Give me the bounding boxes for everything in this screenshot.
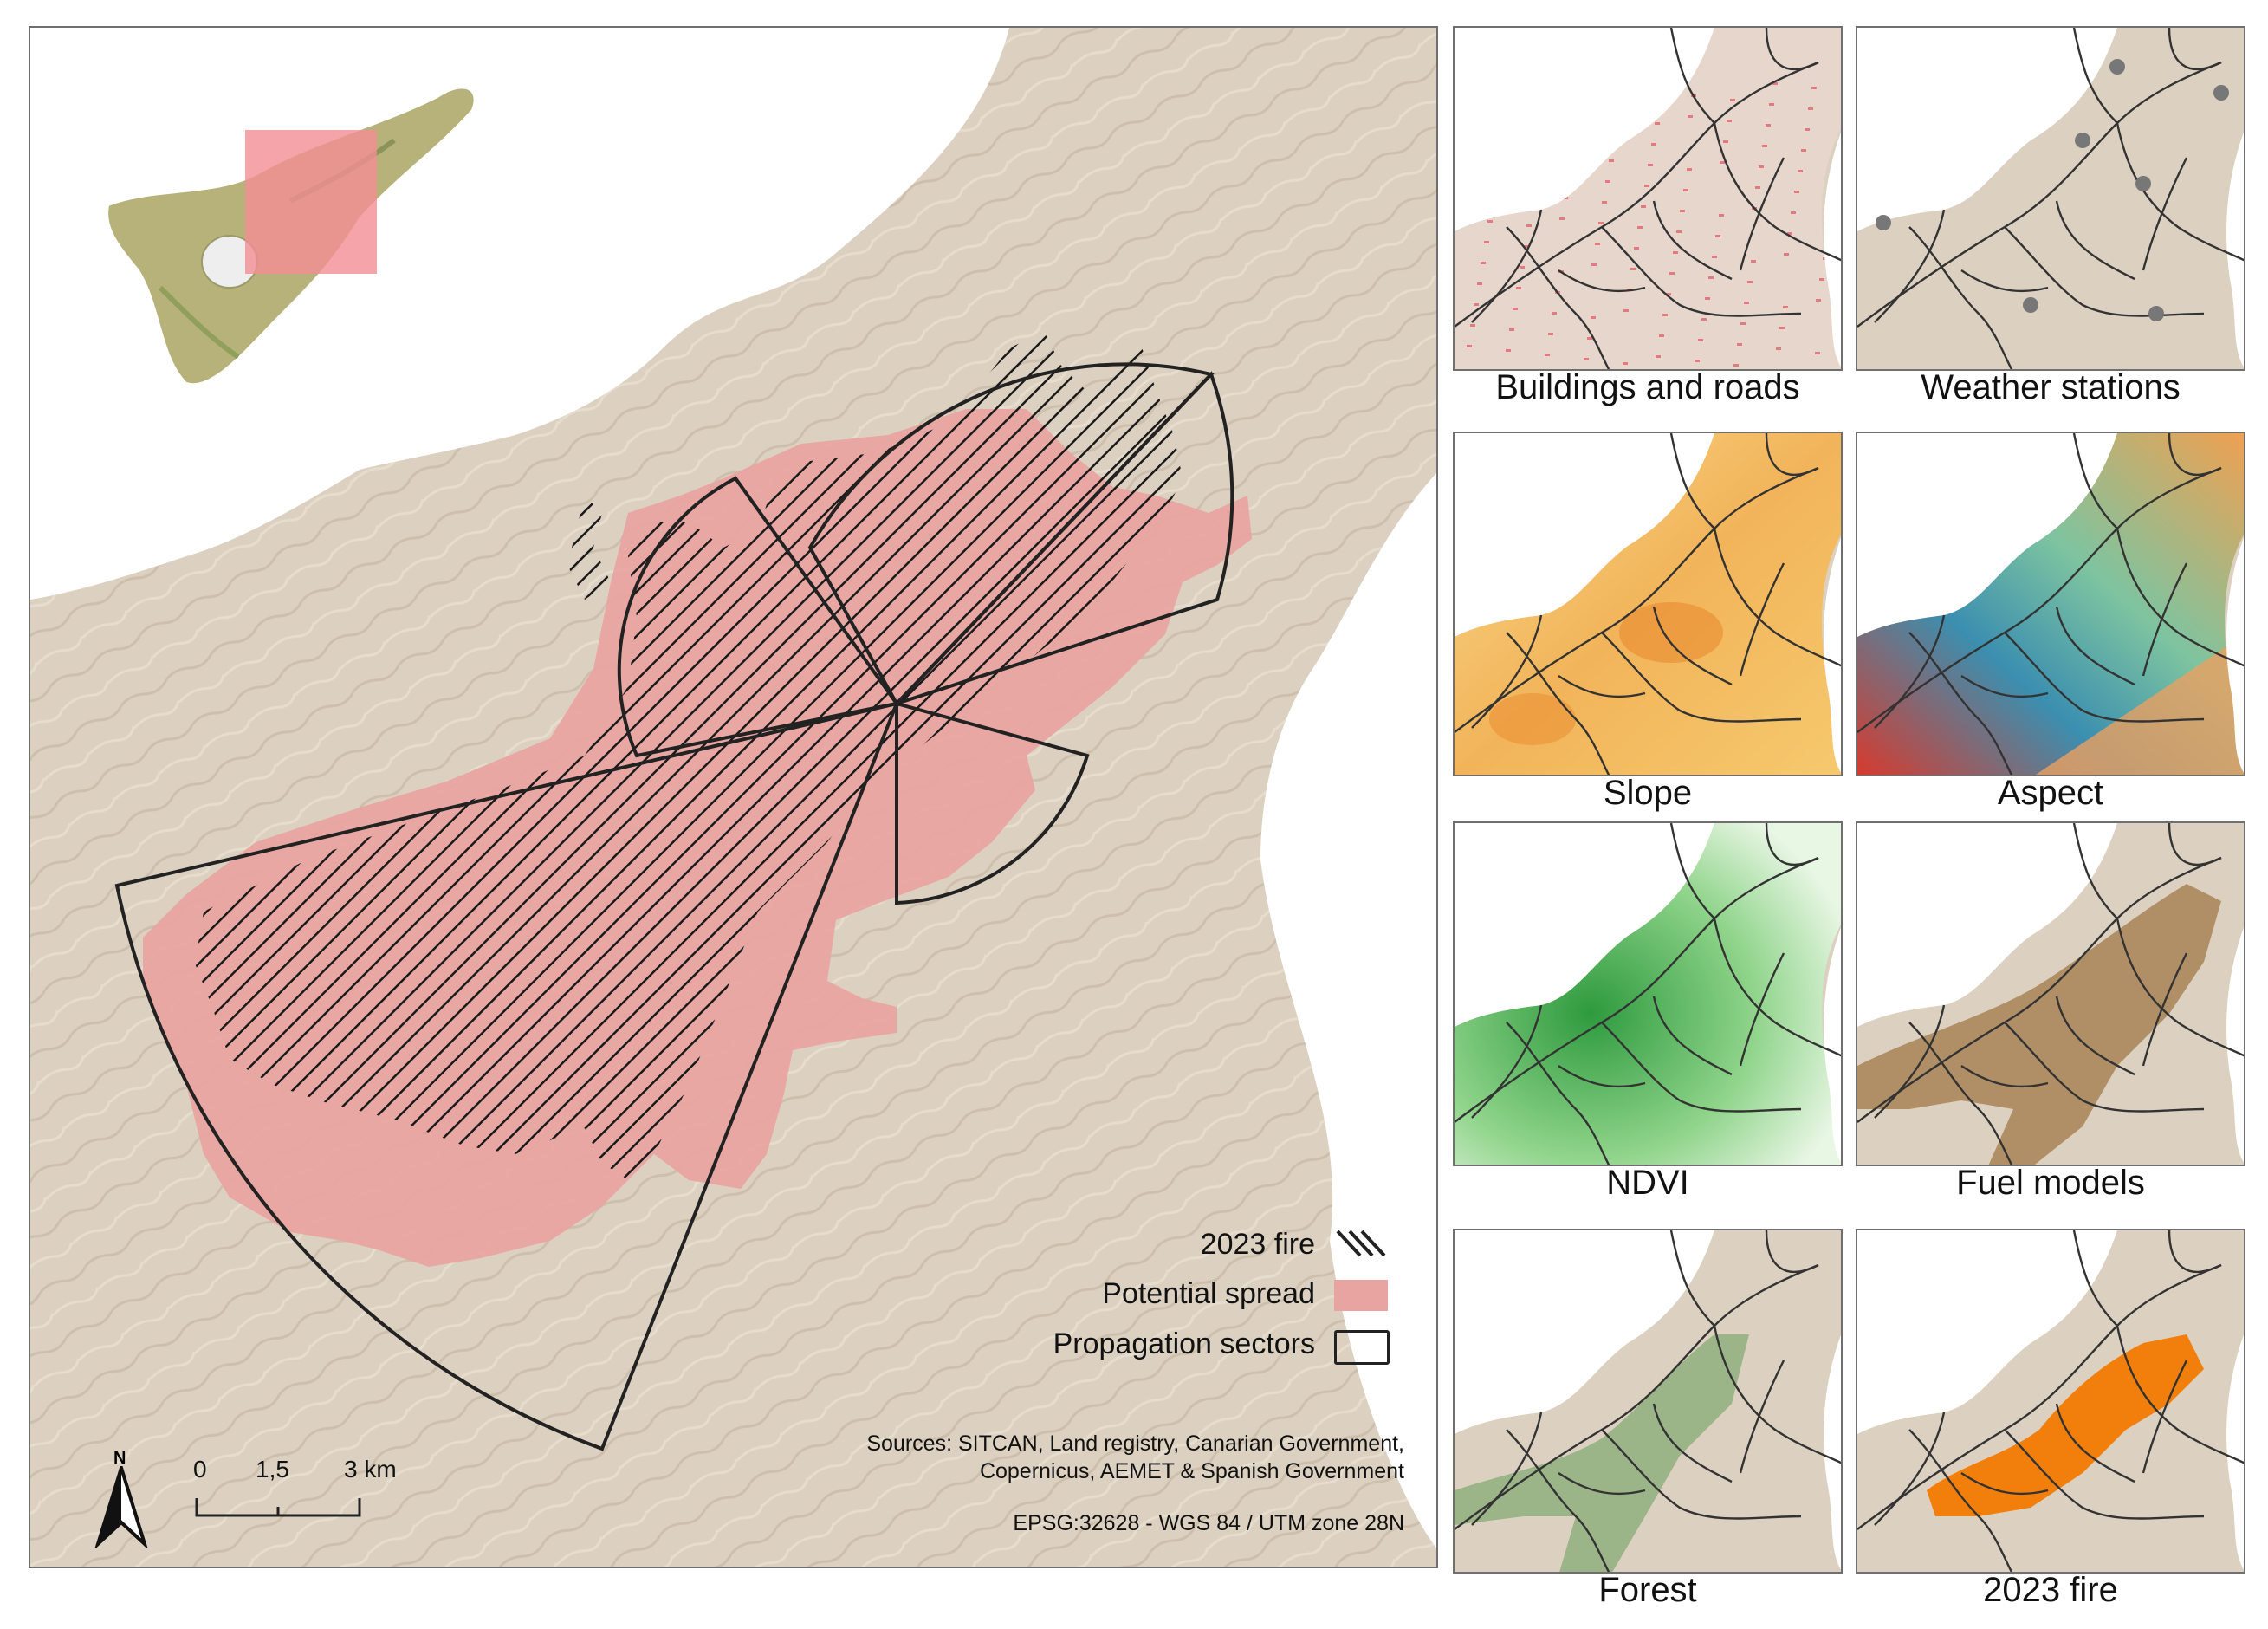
fire-2023-spot xyxy=(567,496,611,600)
panel-map-forest xyxy=(1455,1230,1841,1572)
sector-ne-2 xyxy=(807,362,1215,707)
panel-roads xyxy=(1857,823,2244,1165)
sector-e xyxy=(895,701,1090,905)
panel-label-stations: Weather stations xyxy=(1921,368,2181,406)
panel-roads xyxy=(1857,433,2244,775)
legend-fire-label: 2023 fire xyxy=(1200,1228,1315,1261)
panel-raster xyxy=(1857,1230,2244,1572)
panel-map-fuel xyxy=(1857,823,2244,1165)
panel-buildings xyxy=(1453,26,1843,371)
weather-station-point xyxy=(1876,215,1891,230)
panel-label-fire: 2023 fire xyxy=(1983,1571,2118,1609)
panel-ndvi xyxy=(1453,821,1843,1166)
panel-map-ndvi xyxy=(1455,823,1841,1165)
sector-n xyxy=(617,476,900,758)
panel-raster xyxy=(1455,823,1841,1165)
panel-map-stations xyxy=(1857,28,2244,369)
north-label: N xyxy=(113,1449,126,1468)
panel-raster xyxy=(1455,28,1841,369)
panel-raster xyxy=(1455,433,1841,775)
panel-map-fire xyxy=(1857,1230,2244,1572)
weather-station-point xyxy=(2213,85,2229,101)
weather-station-point xyxy=(2135,176,2151,191)
main-map-canvas xyxy=(30,28,1436,1567)
panel-raster xyxy=(1857,28,2244,369)
panel-aspect xyxy=(1856,432,2245,776)
panel-label-forest: Forest xyxy=(1598,1571,1697,1609)
scale-tick-1: 1,5 xyxy=(256,1456,289,1483)
locator-box xyxy=(245,130,377,274)
panel-raster xyxy=(1455,1230,1841,1572)
north-arrow-icon xyxy=(94,1466,148,1548)
locator-inset xyxy=(107,87,476,386)
panel-roads xyxy=(1455,823,1841,1165)
panel-roads xyxy=(1857,28,2244,369)
panel-label-aspect: Aspect xyxy=(1997,774,2104,812)
panel-fire xyxy=(1856,1229,2245,1574)
panel-label-buildings: Buildings and roads xyxy=(1495,368,1800,406)
weather-station-point xyxy=(2148,306,2164,321)
legend-spread-swatch xyxy=(1334,1280,1388,1311)
panel-map-buildings xyxy=(1455,28,1841,369)
panel-forest xyxy=(1453,1229,1843,1574)
panel-label-slope: Slope xyxy=(1603,774,1693,812)
weather-station-point xyxy=(2075,133,2090,148)
panel-map-aspect xyxy=(1857,433,2244,775)
legend-spread-label: Potential spread xyxy=(1102,1277,1315,1310)
legend-fire-swatch xyxy=(1336,1230,1386,1257)
sea-east xyxy=(1260,473,1436,1548)
panel-map-slope xyxy=(1455,433,1841,775)
panel-label-ndvi: NDVI xyxy=(1606,1164,1689,1202)
panel-roads xyxy=(1455,433,1841,775)
panel-raster xyxy=(1857,433,2244,775)
fire-2023-area xyxy=(195,331,1183,1180)
weather-station-point xyxy=(2023,297,2038,313)
sources-line-1: Sources: SITCAN, Land registry, Canarian… xyxy=(866,1431,1404,1456)
panel-label-fuel: Fuel models xyxy=(1956,1164,2145,1202)
sector-ne-1 xyxy=(895,371,1234,705)
panel-raster xyxy=(1857,823,2244,1165)
scale-bar xyxy=(195,1498,361,1517)
panel-slope xyxy=(1453,432,1843,776)
scale-tick-2: 3 km xyxy=(344,1456,397,1483)
crs-label: EPSG:32628 - WGS 84 / UTM zone 28N xyxy=(1013,1511,1404,1535)
panel-roads xyxy=(1857,1230,2244,1572)
main-map: 2023 fire Potential spread Propagation s… xyxy=(29,26,1438,1568)
panel-stations xyxy=(1856,26,2245,371)
legend-sectors-label: Propagation sectors xyxy=(1053,1327,1315,1360)
scale-tick-0: 0 xyxy=(193,1456,207,1483)
weather-station-point xyxy=(2109,59,2125,75)
panel-roads xyxy=(1455,28,1841,369)
legend-sectors-swatch xyxy=(1334,1330,1390,1365)
panel-fuel xyxy=(1856,821,2245,1166)
sector-sw xyxy=(114,701,900,1451)
sources-line-2: Copernicus, AEMET & Spanish Government xyxy=(979,1459,1404,1483)
panel-roads xyxy=(1455,1230,1841,1572)
north-arrow: N xyxy=(91,1449,152,1548)
propagation-sectors xyxy=(114,362,1234,1451)
